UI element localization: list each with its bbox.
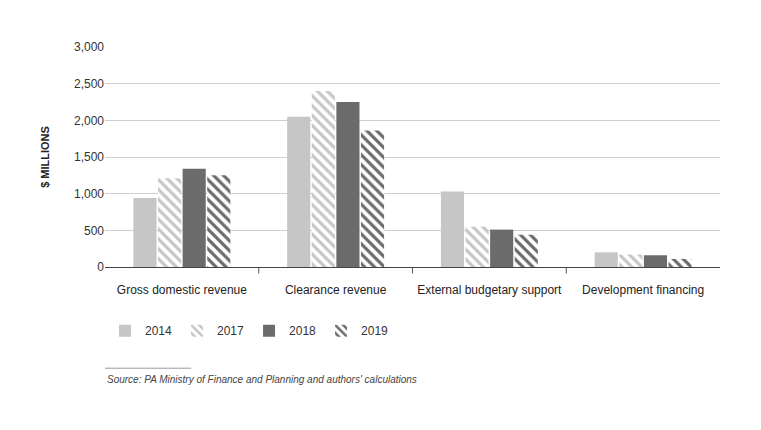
svg-text:1,500: 1,500 — [74, 150, 104, 164]
svg-text:2,000: 2,000 — [74, 114, 104, 128]
svg-text:500: 500 — [84, 224, 104, 238]
svg-text:2018: 2018 — [289, 324, 316, 338]
svg-text:2014: 2014 — [145, 324, 172, 338]
svg-text:Development financing: Development financing — [582, 283, 704, 297]
svg-text:0: 0 — [97, 260, 104, 274]
svg-text:2017: 2017 — [217, 324, 244, 338]
svg-text:1,000: 1,000 — [74, 187, 104, 201]
svg-text:Source: PA Ministry of Finance: Source: PA Ministry of Finance and Plann… — [107, 374, 417, 385]
svg-text:$ MILLIONS: $ MILLIONS — [39, 126, 51, 188]
svg-text:Gross domestic revenue: Gross domestic revenue — [117, 283, 247, 297]
svg-text:External budgetary support: External budgetary support — [417, 283, 562, 297]
svg-text:2,500: 2,500 — [74, 77, 104, 91]
svg-text:Clearance revenue: Clearance revenue — [285, 283, 387, 297]
svg-text:2019: 2019 — [361, 324, 388, 338]
svg-text:3,000: 3,000 — [74, 40, 104, 54]
